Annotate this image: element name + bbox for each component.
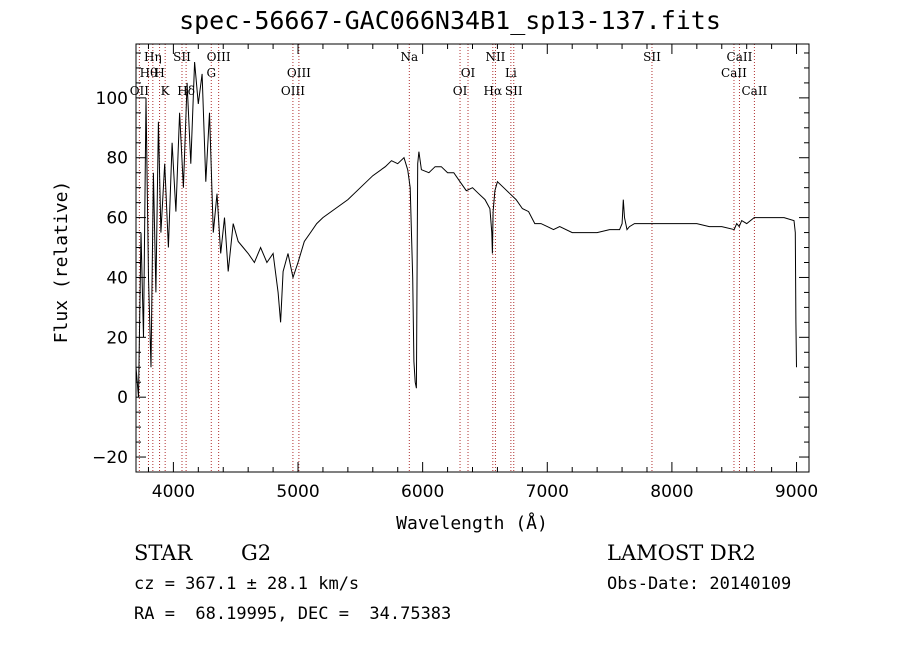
line-label-5: SII: [173, 50, 191, 64]
y-axis-label: Flux (relative): [51, 181, 72, 344]
line-label-19: CaII: [727, 50, 753, 64]
survey-name: LAMOST DR2: [607, 541, 756, 565]
line-label-3: H: [154, 66, 164, 80]
line-label-15: Li: [505, 66, 517, 80]
observation-date: Obs-Date: 20140109: [607, 574, 792, 594]
chart-title: spec-56667-GAC066N34B1_sp13-137.fits: [179, 6, 721, 35]
line-label-0: Hη: [144, 50, 162, 64]
line-label-16: Hα: [484, 84, 503, 98]
axes: 4000 5000 6000 7000 8000 9000 −20 0 20 40 60 80 100: [92, 43, 818, 502]
line-label-4: K: [161, 84, 171, 98]
line-labels: Hη Hθ OII HK SII Hδ OIII G OIII OIII Na OI OI NIILiHα…: [130, 50, 768, 98]
redshift-velocity: cz = 367.1 ± 28.1 km/s: [134, 574, 360, 594]
line-label-2: OII: [130, 84, 150, 98]
x-tick-label: 5000: [276, 482, 319, 502]
x-tick-label: 6000: [401, 482, 444, 502]
line-label-7: OIII: [207, 50, 231, 64]
line-label-6: Hδ: [177, 84, 195, 98]
object-class: STAR: [134, 541, 193, 565]
line-label-14: NII: [485, 50, 505, 64]
x-tick-label: 9000: [775, 482, 818, 502]
x-axis-label: Wavelength (Å): [396, 512, 548, 534]
line-label-1: Hθ: [140, 66, 158, 80]
line-label-9: OIII: [287, 66, 311, 80]
y-tick-label: 80: [106, 149, 128, 169]
y-tick-label: 0: [117, 388, 128, 408]
plot-frame: [135, 43, 810, 473]
line-label-13: OI: [453, 84, 468, 98]
line-label-18: SII: [643, 50, 661, 64]
x-tick-label: 4000: [152, 482, 195, 502]
line-label-21: CaII: [741, 84, 767, 98]
y-tick-label: 40: [106, 268, 128, 288]
line-label-12: OI: [461, 66, 476, 80]
emission-line-markers: [138, 44, 755, 472]
line-label-20: CaII: [721, 66, 747, 80]
y-tick-label: 60: [106, 209, 128, 229]
object-subclass: G2: [241, 541, 272, 565]
y-tick-label: 100: [96, 89, 128, 109]
line-label-11: Na: [400, 50, 418, 64]
y-tick-label: 20: [106, 328, 128, 348]
line-label-10: OIII: [281, 84, 305, 98]
y-tick-label: −20: [92, 448, 128, 468]
spectrum-line: [135, 61, 797, 398]
coordinates: RA = 68.19995, DEC = 34.75383: [134, 604, 452, 624]
line-label-17: SII: [505, 84, 523, 98]
x-tick-label: 7000: [526, 482, 569, 502]
line-label-8: G: [206, 66, 216, 80]
x-tick-label: 8000: [650, 482, 693, 502]
